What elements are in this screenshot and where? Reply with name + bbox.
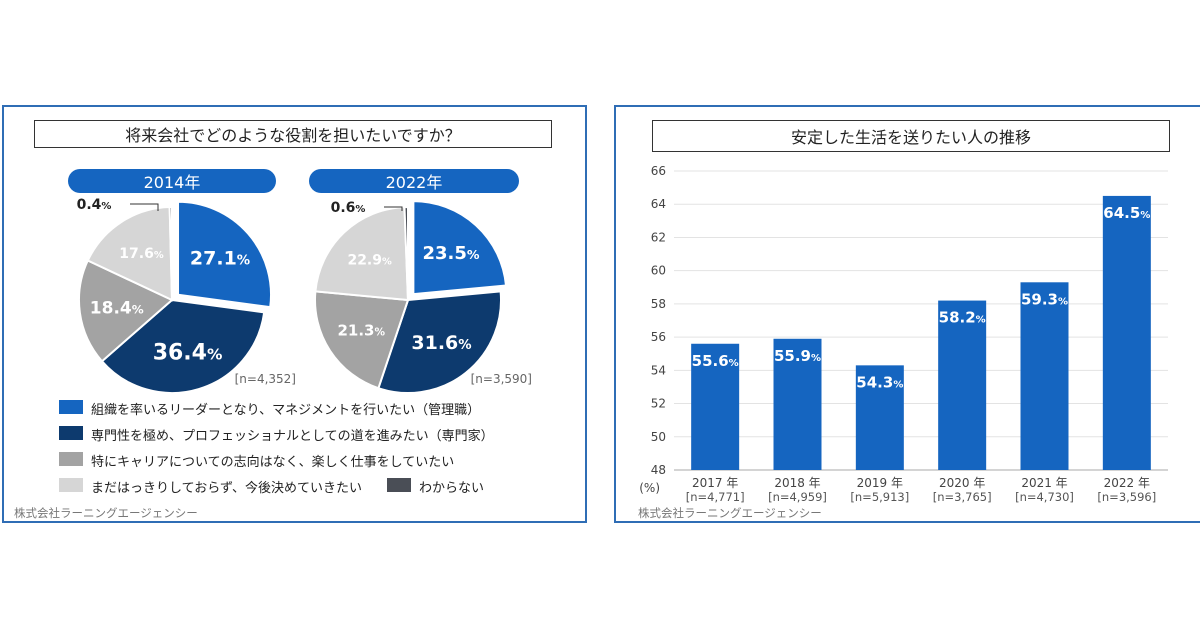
right-chart-panel: 安定した生活を送りたい人の推移 48 50 52 54 56 58 60 62 64 66 (%) 5… [614, 105, 1200, 523]
x-tick-label: 2022 年 [1104, 476, 1150, 490]
y-tick-label: 48 [651, 463, 666, 477]
pie-slice-label: 0.4% [77, 197, 112, 213]
pie-slice [177, 200, 272, 309]
legend-swatch-undecided [59, 478, 83, 492]
y-tick-label: 60 [651, 264, 666, 278]
legend-label-unknown: わからない [419, 481, 485, 496]
y-tick-label: 50 [651, 430, 666, 444]
pie-slice [78, 259, 174, 363]
x-n-label: [n=4,959] [768, 490, 827, 504]
legend-swatch-no-preference [59, 452, 83, 466]
pie-slice [314, 290, 410, 390]
x-tick-label: 2021 年 [1021, 476, 1067, 490]
pie-n-label: [n=4,352] [235, 372, 296, 386]
x-tick-label: 2020 年 [939, 476, 985, 490]
left-credit: 株式会社ラーニングエージェンシー [14, 506, 198, 520]
right-credit: 株式会社ラーニングエージェンシー [638, 506, 822, 520]
pie-n-label: [n=3,590] [471, 372, 532, 386]
pie-2014-year-label: 2014年 [68, 169, 276, 193]
bar-value-label: 54.3% [856, 373, 903, 391]
x-n-label: [n=3,596] [1097, 490, 1156, 504]
pie-slice [377, 290, 502, 394]
bar [1102, 195, 1151, 470]
x-n-label: [n=4,771] [686, 490, 745, 504]
pie-slice [403, 205, 409, 301]
pie-2014年: 27.1% 36.4% 18.4% 17.6% 0.4% [n=4,352] [77, 197, 296, 394]
bar [1020, 282, 1069, 470]
y-tick-label: 54 [651, 363, 666, 377]
legend-label-specialist: 専門性を極め、プロフェッショナルとしての道を進みたい（専門家） [91, 429, 494, 444]
legend-label-manager: 組織を率いるリーダーとなり、マネジメントを行いたい（管理職） [91, 403, 481, 418]
pie-slice-label: 17.6% [119, 246, 164, 262]
bar [773, 338, 822, 470]
left-chart-panel: 将来会社でどのような役割を担いたいですか？ 2014年 2022年 27.1% 3… [2, 105, 587, 523]
pie-2022年: 23.5% 31.6% 21.3% 22.9% 0.6% [n=3,590] [314, 200, 532, 394]
pie-leader-line [384, 206, 403, 211]
x-tick-label: 2018 年 [774, 476, 820, 490]
x-n-label: [n=3,765] [933, 490, 992, 504]
pie-slice-label: 18.4% [90, 299, 144, 319]
bar [938, 300, 987, 470]
y-tick-label: 56 [651, 330, 666, 344]
pie-chart-title: 将来会社でどのような役割を担いたいですか？ [34, 120, 552, 148]
pie-slice-label: 23.5% [422, 243, 479, 264]
bar-value-label: 64.5% [1103, 204, 1150, 222]
pie-2022-year-label: 2022年 [309, 169, 519, 193]
y-tick-label: 66 [651, 164, 666, 178]
bar-value-label: 55.6% [692, 352, 739, 370]
legend-label-undecided: まだはっきりしておらず、今後決めていきたい [91, 481, 363, 496]
pie-slice [168, 205, 173, 301]
x-n-label: [n=5,913] [850, 490, 909, 504]
pie-slice-label: 22.9% [347, 252, 392, 268]
pie-slice [314, 206, 410, 302]
bar-value-label: 55.9% [774, 347, 821, 365]
pie-charts: 27.1% 36.4% 18.4% 17.6% 0.4% [n=4,352] 23.5% 31… [77, 197, 532, 394]
y-tick-label: 64 [651, 197, 666, 211]
pie-slice [412, 200, 508, 296]
pie-slice-label: 27.1% [190, 248, 250, 270]
legend-swatch-unknown [387, 478, 411, 492]
x-tick-label: 2017 年 [692, 476, 738, 490]
pie-leader-line [130, 203, 159, 211]
y-tick-label: 62 [651, 230, 666, 244]
pie-slice-label: 21.3% [337, 322, 385, 340]
bar-chart-title: 安定した生活を送りたい人の推移 [652, 120, 1170, 152]
bar-value-label: 58.2% [939, 309, 986, 327]
y-unit-label: (%) [639, 481, 660, 495]
pie-slice [100, 298, 266, 394]
pie-slice-label: 0.6% [331, 200, 366, 216]
x-n-label: [n=4,730] [1015, 490, 1074, 504]
legend-swatch-specialist [59, 426, 83, 440]
pie-slice-label: 36.4% [153, 340, 223, 365]
bar [691, 343, 740, 470]
bar [855, 365, 904, 470]
pie-slice [86, 206, 174, 302]
legend-swatch-manager [59, 400, 83, 414]
bar-value-label: 59.3% [1021, 290, 1068, 308]
x-tick-label: 2019 年 [857, 476, 903, 490]
pie-slice-label: 31.6% [411, 332, 471, 354]
y-tick-label: 52 [651, 397, 666, 411]
y-tick-label: 58 [651, 297, 666, 311]
legend-label-no-preference: 特にキャリアについての志向はなく、楽しく仕事をしていたい [91, 455, 455, 470]
